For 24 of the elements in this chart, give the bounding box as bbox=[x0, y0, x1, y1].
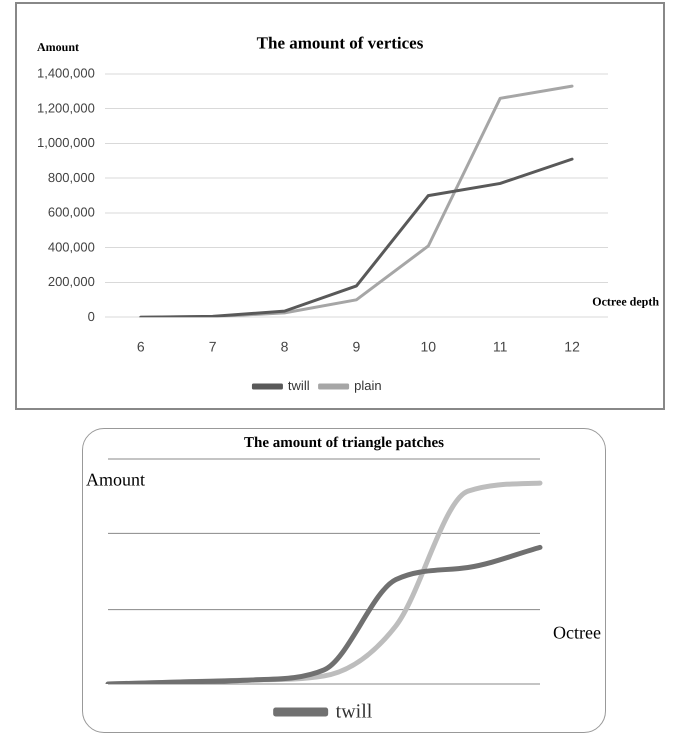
legend-label: twill bbox=[288, 378, 310, 394]
x-axis-title: Octree bbox=[553, 622, 602, 643]
y-axis-title: Amount bbox=[37, 40, 80, 54]
x-tick-label: 8 bbox=[280, 338, 289, 354]
y-axis-title: Amount bbox=[86, 470, 146, 490]
y-tick-label: 600,000 bbox=[48, 204, 95, 220]
y-tick-label: 0 bbox=[88, 308, 95, 324]
x-tick-label: 12 bbox=[564, 338, 580, 354]
x-axis-title: Octree depth bbox=[592, 294, 660, 308]
legend-label: twill bbox=[336, 700, 373, 722]
x-tick-label: 10 bbox=[420, 338, 436, 354]
y-tick-label: 800,000 bbox=[48, 170, 95, 185]
y-tick-label: 200,000 bbox=[48, 274, 95, 290]
x-tick-label: 6 bbox=[136, 338, 145, 354]
legend-label: plain bbox=[354, 378, 382, 394]
x-tick-label: 9 bbox=[352, 338, 361, 354]
y-tick-label: 400,000 bbox=[48, 239, 95, 254]
y-tick-label: 1,200,000 bbox=[36, 100, 95, 116]
x-tick-label: 7 bbox=[208, 338, 217, 354]
y-tick-label: 1,000,000 bbox=[36, 135, 95, 150]
chart-title: The amount of vertices bbox=[256, 33, 424, 52]
chart-title: The amount of triangle patches bbox=[244, 434, 444, 451]
y-tick-label: 1,400,000 bbox=[36, 66, 95, 81]
x-tick-label: 11 bbox=[492, 338, 508, 354]
